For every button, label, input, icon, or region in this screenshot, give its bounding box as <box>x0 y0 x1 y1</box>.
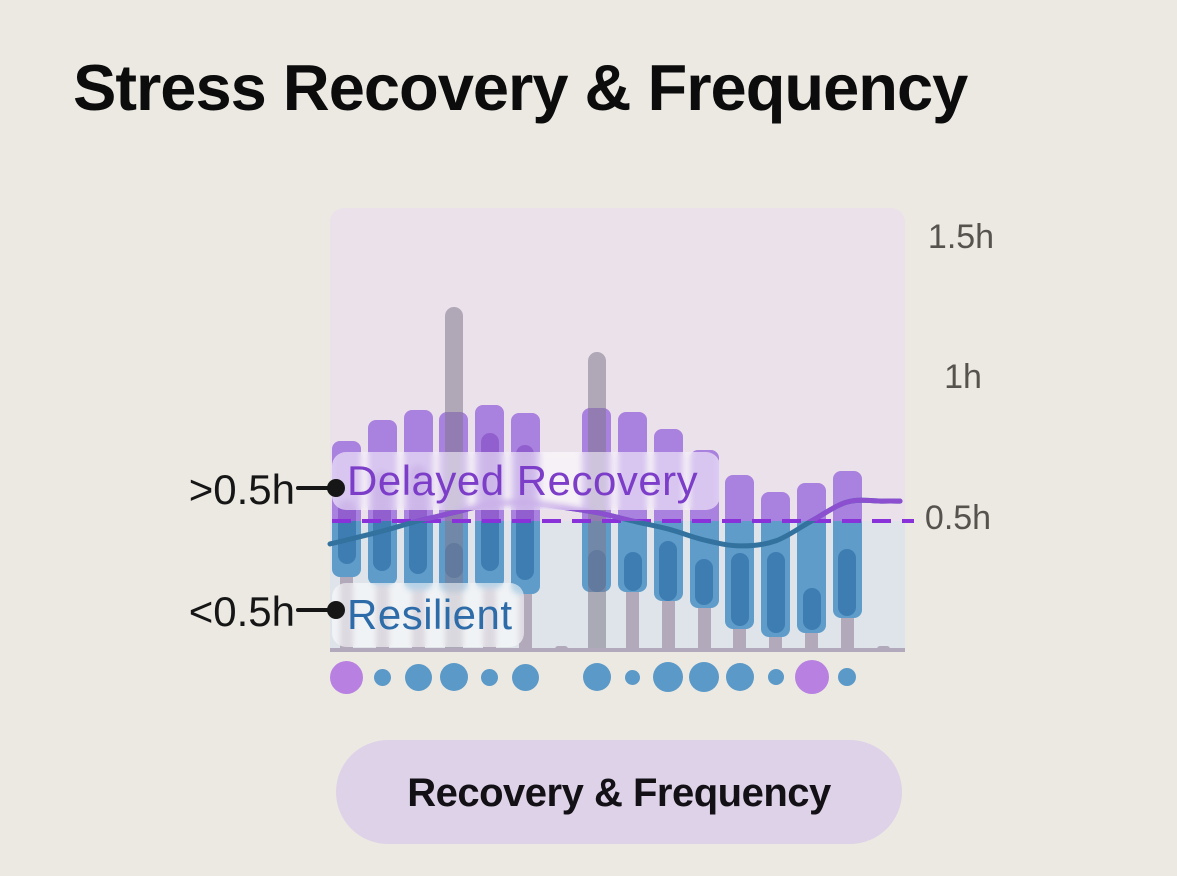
resilient-label-box: Resilient <box>332 583 524 647</box>
frequency-dot <box>794 660 829 694</box>
frequency-dot <box>404 663 432 691</box>
recovery-band-below <box>695 558 714 605</box>
stress-duration-stub <box>697 603 711 651</box>
recovery-band-below <box>659 540 678 601</box>
stress-duration-stub <box>733 624 747 651</box>
delayed-callout-line <box>296 486 333 490</box>
resilient-callout-dot-icon <box>327 601 345 619</box>
recovery-band-below <box>516 521 535 580</box>
recovery-band-below <box>766 551 785 633</box>
frequency-dot <box>725 663 754 691</box>
delayed-recovery-label: Delayed Recovery <box>347 457 699 504</box>
recovery-band-below <box>337 521 356 565</box>
chip-button-label: Recovery & Frequency <box>407 771 831 815</box>
recovery-range-above <box>761 491 791 521</box>
frequency-dot <box>373 668 391 686</box>
stress-duration-stub <box>661 596 675 651</box>
recovery-range-above <box>725 474 755 521</box>
frequency-dot <box>439 663 468 691</box>
stress-duration-stub <box>769 633 783 651</box>
recovery-band-below <box>623 551 642 591</box>
y-tick-1-5h: 1.5h <box>927 218 995 256</box>
y-tick-0-5h: 0.5h <box>924 499 992 537</box>
stress-duration-stub <box>626 588 640 651</box>
stress-duration-stub <box>840 613 854 651</box>
frequency-dot <box>625 669 641 685</box>
frequency-dots-row <box>330 660 915 696</box>
frequency-dot <box>511 663 539 691</box>
delayed-callout-dot-icon <box>327 479 345 497</box>
frequency-dot <box>481 668 499 686</box>
recovery-band-below <box>373 521 392 572</box>
recovery-band-below <box>730 553 749 626</box>
frequency-dot <box>689 662 720 692</box>
y-tick-1h: 1h <box>944 358 982 396</box>
delayed-recovery-label-box: Delayed Recovery <box>332 452 720 510</box>
recovery-range-above <box>797 483 826 521</box>
recovery-band-below <box>409 521 428 575</box>
frequency-dot <box>767 669 784 685</box>
recovery-band-below <box>480 521 499 572</box>
page-title: Stress Recovery & Frequency <box>73 51 968 124</box>
stress-duration-stub <box>805 629 818 651</box>
recovery-band-below <box>838 549 857 617</box>
resilient-label: Resilient <box>347 591 513 638</box>
resilient-callout-line <box>296 608 333 612</box>
resilient-threshold-text: <0.5h <box>188 588 295 635</box>
frequency-dot <box>838 668 857 686</box>
delayed-threshold-text: >0.5h <box>188 466 295 513</box>
recovery-range-above <box>832 470 862 521</box>
recovery-frequency-chip-button[interactable]: Recovery & Frequency <box>336 740 902 844</box>
frequency-dot <box>330 660 363 694</box>
frequency-dot <box>582 663 611 691</box>
chart-baseline <box>330 648 905 652</box>
chart-panel: Delayed Recovery Resilient <box>327 208 914 652</box>
frequency-dot <box>653 662 684 692</box>
recovery-band-below <box>802 588 821 631</box>
